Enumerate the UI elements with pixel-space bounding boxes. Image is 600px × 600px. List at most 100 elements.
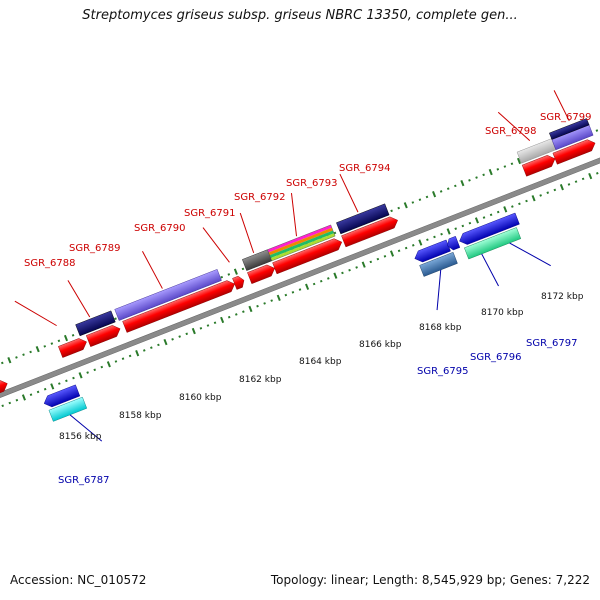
major-tick — [248, 305, 253, 313]
minor-tick — [128, 354, 132, 358]
gene-label[interactable]: SGR_6797 — [526, 338, 578, 349]
gene-6798-arrow[interactable] — [521, 153, 557, 177]
scale-label: 8166 kbp — [359, 340, 402, 350]
gene-6792-arrow[interactable] — [247, 263, 277, 284]
minor-tick — [327, 277, 330, 280]
minor-tick — [369, 260, 373, 264]
top-leader-lines — [14, 90, 570, 327]
scale-label: 8164 kbp — [299, 357, 342, 367]
minor-tick — [171, 338, 174, 341]
gene-6788-arrow[interactable] — [58, 336, 88, 358]
bottom-gene-labels: SGR_6787 SGR_6795 SGR_6796 SGR_6797 — [58, 338, 578, 486]
lower-tick-row — [1, 172, 599, 408]
minor-tick — [581, 177, 585, 181]
minor-tick — [284, 293, 288, 297]
feature-6787-cyan[interactable] — [48, 396, 88, 422]
minor-tick — [114, 317, 117, 320]
minor-tick — [72, 376, 75, 380]
gene-6793-arrow[interactable] — [272, 236, 344, 275]
major-tick — [588, 172, 593, 180]
minor-tick — [29, 393, 33, 396]
gene-6789-arrow[interactable] — [86, 323, 122, 347]
minor-tick — [227, 315, 231, 319]
minor-tick — [440, 232, 443, 236]
feature-6799-navy[interactable] — [549, 118, 590, 140]
gene-6795-arrow[interactable] — [413, 239, 451, 264]
gene-6790-arrow[interactable] — [122, 278, 237, 333]
major-tick — [361, 261, 366, 268]
gene-label[interactable]: SGR_6789 — [69, 243, 121, 254]
major-tick — [191, 327, 196, 335]
minor-tick — [510, 162, 514, 166]
scale-label: 8172 kbp — [541, 292, 584, 302]
gene-label[interactable]: SGR_6791 — [184, 208, 236, 219]
minor-tick — [50, 342, 54, 345]
gene-label[interactable]: SGR_6787 — [58, 475, 110, 486]
minor-tick — [65, 379, 68, 383]
feature-6790-lavender[interactable] — [114, 269, 222, 321]
scale-label: 8162 kbp — [239, 375, 282, 385]
topology-summary: Topology: linear; Length: 8,545,929 bp; … — [270, 573, 590, 587]
gene-6796-arrow[interactable] — [457, 212, 520, 247]
minor-tick — [114, 360, 118, 363]
minor-tick — [439, 190, 443, 193]
scale-label: 8168 kbp — [419, 323, 462, 333]
gene-label[interactable]: SGR_6799 — [540, 112, 592, 123]
minor-tick — [58, 382, 61, 385]
major-tick — [35, 345, 40, 353]
major-tick — [460, 179, 465, 187]
gene-label[interactable]: SGR_6794 — [339, 163, 391, 174]
minor-tick — [496, 210, 500, 214]
minor-tick — [518, 202, 521, 206]
feature-6795-steel[interactable] — [419, 251, 458, 277]
gene-label[interactable]: SGR_6788 — [24, 258, 76, 269]
minor-tick — [57, 339, 61, 343]
major-tick — [78, 372, 83, 379]
minor-tick — [539, 194, 542, 197]
feature-6796-mint[interactable] — [464, 227, 522, 260]
minor-tick — [411, 243, 415, 247]
genome-backbone — [0, 137, 600, 405]
minor-tick — [256, 304, 259, 308]
minor-tick — [93, 368, 97, 372]
gene-label[interactable]: SGR_6793 — [286, 178, 338, 189]
major-tick — [474, 217, 479, 224]
feature-6794-navy[interactable] — [336, 203, 390, 235]
gene-6794-arrow[interactable] — [341, 215, 399, 248]
feature-6793-striped[interactable] — [267, 224, 336, 262]
gene-left-edge-arrow[interactable] — [0, 378, 10, 401]
major-tick — [389, 250, 395, 257]
minor-tick — [157, 343, 160, 347]
minor-tick — [263, 302, 266, 305]
minor-tick — [503, 165, 507, 168]
minor-tick — [525, 199, 528, 203]
gene-6787-arrow[interactable] — [42, 384, 81, 409]
minor-tick — [15, 398, 19, 402]
minor-tick — [8, 401, 12, 405]
major-tick — [488, 168, 493, 176]
minor-tick — [0, 361, 4, 365]
major-tick — [446, 228, 451, 235]
gene-label[interactable]: SGR_6795 — [417, 366, 469, 377]
minor-tick — [411, 201, 415, 204]
gene-label[interactable]: SGR_6790 — [134, 223, 186, 234]
gene-6799-arrow[interactable] — [552, 137, 597, 165]
map-title: Streptomyces griseus subsp. griseus NBRC… — [82, 8, 518, 23]
minor-tick — [100, 365, 104, 369]
minor-tick — [291, 291, 295, 294]
major-tick — [305, 283, 310, 290]
minor-tick — [468, 179, 471, 182]
gene-label[interactable]: SGR_6796 — [470, 352, 522, 363]
gene-6795b-arrow[interactable] — [445, 236, 461, 251]
minor-tick — [482, 216, 486, 219]
gene-label[interactable]: SGR_6792 — [234, 192, 286, 203]
scale-label: 8170 kbp — [481, 308, 524, 318]
gene-6791-arrow[interactable] — [232, 275, 246, 290]
major-tick — [276, 294, 281, 302]
feature-6789-navy[interactable] — [75, 310, 116, 337]
gene-label[interactable]: SGR_6798 — [485, 126, 537, 137]
minor-tick — [397, 249, 401, 253]
major-tick — [7, 357, 12, 364]
minor-tick — [390, 209, 393, 213]
